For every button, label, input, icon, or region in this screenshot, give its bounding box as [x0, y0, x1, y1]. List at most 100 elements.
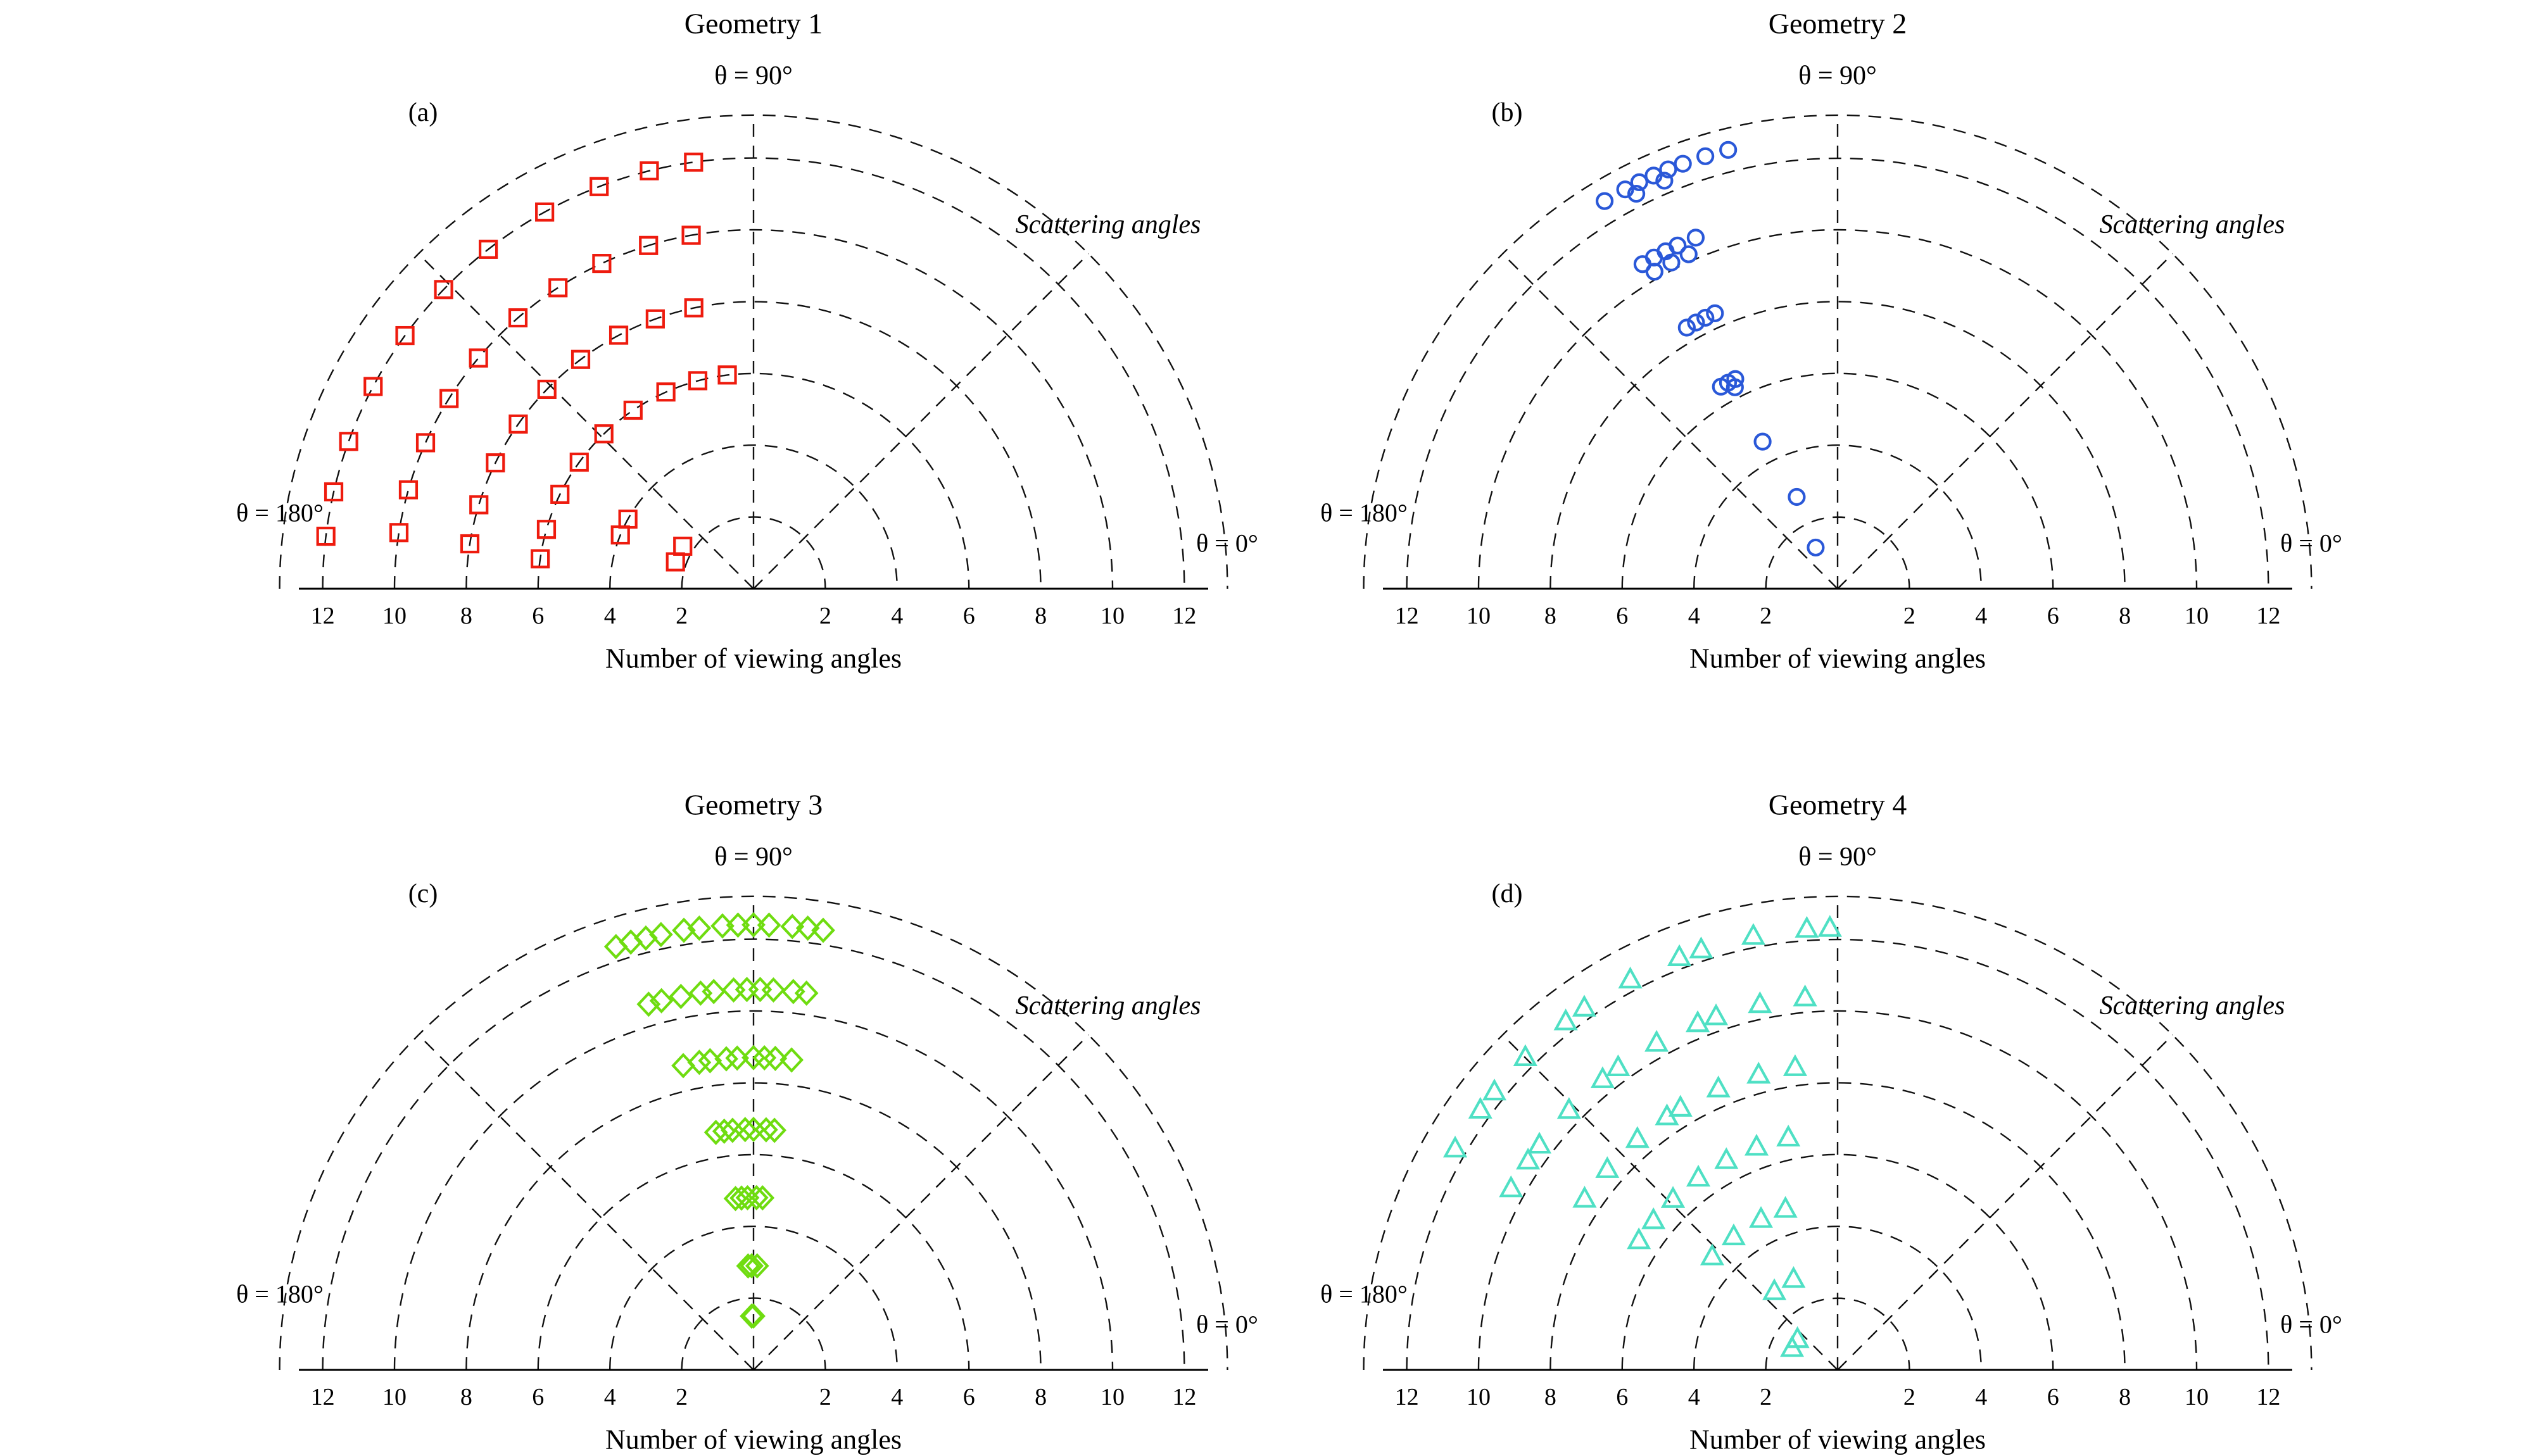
- circle-marker: [1686, 229, 1705, 247]
- square-marker: [681, 225, 701, 245]
- square-marker: [479, 239, 498, 259]
- diamond-marker: [619, 929, 643, 955]
- grid-radial-line: [753, 253, 1090, 589]
- diamond-marker: [762, 1117, 786, 1143]
- r-tick-label: 2: [819, 1384, 831, 1410]
- diamond-marker: [741, 912, 766, 938]
- square-marker: [673, 536, 693, 556]
- triangle-marker: [1553, 1008, 1578, 1031]
- triangle-marker: [1516, 1147, 1541, 1170]
- triangle-marker: [1556, 1097, 1581, 1119]
- triangle-marker: [1468, 1096, 1492, 1119]
- triangle-marker: [1668, 1095, 1693, 1117]
- triangle-marker: [1748, 991, 1772, 1014]
- r-tick-label: 10: [382, 1384, 407, 1410]
- square-marker: [640, 161, 659, 180]
- square-marker: [395, 325, 415, 346]
- circle-marker: [1645, 263, 1663, 281]
- square-marker: [548, 278, 568, 298]
- grid-arc: [1477, 229, 2198, 589]
- series-a: [316, 153, 737, 572]
- r-tick-label: 10: [382, 603, 407, 629]
- square-marker: [324, 482, 344, 502]
- square-marker: [415, 433, 436, 453]
- square-marker: [486, 453, 505, 473]
- diamond-marker: [672, 917, 696, 943]
- triangle-marker: [1641, 1207, 1666, 1229]
- triangle-marker: [1625, 1126, 1650, 1148]
- r-tick-label: 2: [676, 603, 688, 629]
- r-tick-label: 8: [1035, 1384, 1047, 1410]
- diamond-marker: [649, 988, 674, 1014]
- diamond-marker: [794, 980, 819, 1006]
- circle-marker: [1644, 166, 1663, 185]
- diamond-marker: [714, 1046, 738, 1072]
- r-tick-label: 8: [1544, 603, 1556, 629]
- r-tick-label: 2: [1903, 1384, 1915, 1410]
- square-marker: [656, 382, 676, 402]
- r-tick-label: 8: [460, 1384, 472, 1410]
- diamond-marker: [710, 913, 735, 939]
- r-tick-label: 2: [1760, 603, 1772, 629]
- series-c: [603, 912, 835, 1329]
- triangle-marker: [1703, 1003, 1729, 1026]
- r-tick-label: 8: [1544, 1384, 1556, 1410]
- triangle-marker: [1793, 984, 1817, 1007]
- r-tick-label: 4: [1688, 603, 1700, 629]
- diamond-marker: [741, 1117, 766, 1143]
- diamond-marker: [763, 1045, 788, 1071]
- grid-arc: [609, 1226, 898, 1371]
- r-tick-label: 12: [311, 603, 335, 629]
- r-tick-label: 12: [1395, 603, 1419, 629]
- diamond-marker: [761, 977, 786, 1003]
- grid-radial-line: [1501, 253, 1838, 589]
- r-tick-label: 10: [1467, 1384, 1491, 1410]
- diamond-marker: [745, 1253, 769, 1279]
- grid-radial-line: [417, 253, 754, 589]
- triangle-marker: [1442, 1135, 1468, 1158]
- r-tick-label: 12: [1172, 603, 1196, 629]
- triangle-marker: [1644, 1029, 1669, 1052]
- grid-arc: [393, 1010, 1114, 1371]
- diamond-marker: [723, 1186, 748, 1212]
- diamond-marker: [736, 1253, 760, 1279]
- square-marker: [639, 235, 659, 255]
- triangle-marker: [1773, 1196, 1798, 1218]
- r-tick-label: 12: [1395, 1384, 1419, 1410]
- triangle-marker: [1785, 1326, 1810, 1348]
- diamond-marker: [687, 1050, 712, 1076]
- r-tick-label: 10: [1101, 603, 1125, 629]
- diamond-marker: [740, 1253, 764, 1279]
- square-marker: [666, 552, 685, 572]
- r-tick-label: 10: [1101, 1384, 1125, 1410]
- square-marker: [460, 534, 480, 554]
- grid-arc: [1549, 301, 2126, 589]
- grid-arc: [465, 301, 1042, 589]
- triangle-marker: [1689, 936, 1713, 958]
- triangle-marker: [1714, 1147, 1739, 1169]
- square-marker: [571, 349, 591, 369]
- square-marker: [316, 526, 336, 546]
- circle-marker: [1595, 192, 1614, 210]
- square-marker: [592, 254, 612, 273]
- r-tick-label: 4: [891, 1384, 903, 1410]
- r-tick-label: 6: [963, 603, 975, 629]
- circle-marker: [1679, 245, 1698, 263]
- diamond-marker: [740, 1303, 764, 1329]
- r-tick-label: 4: [1688, 1384, 1700, 1410]
- r-tick-label: 4: [604, 1384, 616, 1410]
- square-marker: [623, 400, 643, 420]
- triangle-marker: [1783, 1054, 1807, 1076]
- polar-grid-d: 2 2 4 4 6 6 8 8 10 10 12 12: [1363, 895, 2313, 1410]
- diamond-marker: [781, 979, 805, 1005]
- triangle-marker: [1618, 966, 1643, 989]
- polar-grid-a: 2 2 4 4 6 6 8 8 10 10 12 12: [279, 114, 1228, 629]
- r-tick-label: 4: [1975, 1384, 1987, 1410]
- series-d: [1442, 915, 1842, 1357]
- r-tick-label: 2: [819, 603, 831, 629]
- circle-marker: [1662, 253, 1681, 272]
- circle-marker: [1659, 160, 1677, 179]
- triangle-marker: [1482, 1078, 1507, 1101]
- r-tick-label: 6: [1616, 1384, 1628, 1410]
